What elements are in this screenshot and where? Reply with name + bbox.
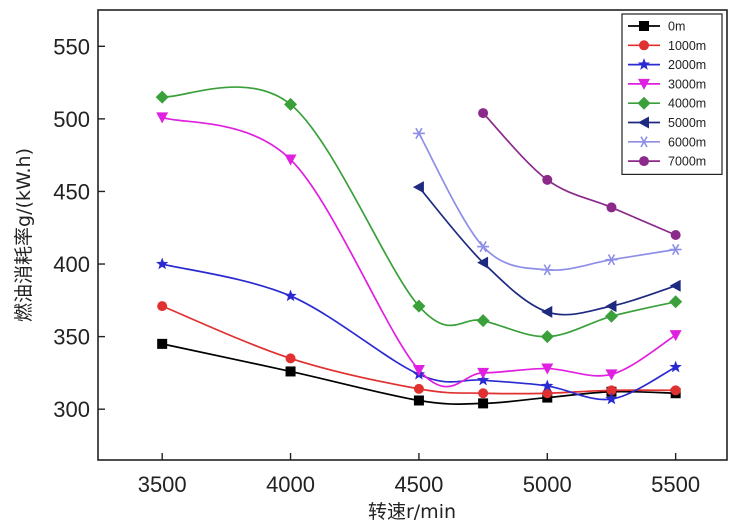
series-line-3000m: [161, 116, 677, 388]
y-tick-label: 550: [53, 34, 90, 59]
data-point-3000m: [541, 363, 554, 375]
data-point-3000m: [156, 112, 169, 124]
data-point-2000m: [669, 360, 682, 373]
data-point-2000m: [284, 289, 297, 302]
data-point-7000m: [606, 202, 617, 213]
y-tick-label: 300: [53, 397, 90, 422]
y-tick-label: 450: [53, 179, 90, 204]
legend-marker: [638, 136, 650, 148]
data-point-2000m: [156, 257, 169, 270]
legend-entry: 5000m: [628, 116, 706, 130]
legend-entry: 0m: [628, 20, 685, 34]
data-point-0m: [285, 366, 296, 377]
data-point-1000m: [285, 353, 296, 364]
series-line-1000m: [161, 305, 676, 395]
data-point-6000m: [477, 241, 490, 253]
data-point-4000m: [412, 299, 426, 313]
data-point-1000m: [413, 383, 424, 394]
legend-marker: [639, 156, 649, 167]
data-point-3000m: [605, 369, 618, 381]
data-point-4000m: [669, 295, 683, 309]
y-tick-label: 350: [53, 325, 90, 350]
y-tick-label: 400: [53, 252, 90, 277]
data-point-5000m: [669, 279, 681, 292]
legend-marker: [638, 116, 649, 129]
x-tick-label: 3500: [138, 472, 187, 497]
x-tick-label: 4000: [266, 472, 315, 497]
data-point-3000m: [412, 365, 425, 376]
data-point-6000m: [541, 264, 554, 276]
legend-label: 6000m: [668, 135, 706, 149]
legend-entry: 2000m: [628, 58, 706, 72]
legend-label: 3000m: [668, 77, 706, 91]
data-point-5000m: [605, 300, 617, 313]
legend-label: 7000m: [668, 155, 706, 169]
data-point-2000m: [605, 392, 618, 405]
x-axis-title: 转速r/min: [368, 501, 456, 523]
asterisk-stroke: [415, 127, 423, 139]
legend-marker: [637, 96, 651, 110]
legend-marker: [639, 40, 649, 51]
legend-entry: 4000m: [628, 96, 706, 111]
data-point-1000m: [157, 301, 168, 312]
data-point-5000m: [412, 181, 424, 194]
series-markers: [155, 90, 683, 409]
x-tick-label: 5500: [651, 472, 700, 497]
legend-marker: [638, 78, 650, 90]
legend-label: 0m: [668, 20, 685, 34]
data-point-6000m: [605, 254, 618, 266]
legend-entry: 6000m: [628, 135, 706, 149]
legend-box: [621, 13, 723, 175]
data-point-7000m: [670, 230, 681, 240]
legend-entry: 3000m: [628, 77, 706, 91]
asterisk-stroke: [479, 241, 487, 253]
legend-label: 1000m: [668, 39, 706, 53]
data-point-3000m: [477, 367, 490, 379]
legend-entry: 1000m: [628, 39, 706, 53]
data-point-4000m: [540, 330, 554, 344]
data-point-0m: [413, 395, 424, 406]
legend-marker: [639, 21, 649, 31]
legend-label: 2000m: [668, 58, 706, 72]
data-point-2000m: [476, 373, 490, 386]
data-point-7000m: [542, 174, 553, 185]
data-point-4000m: [155, 90, 169, 104]
y-axis-title: 燃油消耗率g/(kW.h): [13, 148, 35, 322]
legend-label: 4000m: [668, 97, 706, 111]
axes: 3500 4000 4500 5000 5500 300 350 400 450 500 550: [53, 34, 700, 497]
data-point-2000m: [541, 379, 554, 392]
data-point-6000m: [412, 127, 425, 139]
data-point-5000m: [541, 305, 553, 318]
series-line-7000m: [482, 112, 676, 236]
data-point-3000m: [669, 330, 682, 342]
asterisk-stroke: [671, 243, 680, 256]
data-point-1000m: [542, 388, 553, 399]
data-point-0m: [157, 338, 168, 349]
y-tick-label: 500: [53, 107, 90, 132]
data-point-1000m: [670, 385, 681, 396]
legend: 0m 1000m 2000m 3000m 4000m 5000m 6000m 7000m: [621, 13, 723, 175]
legend-marker: [637, 58, 651, 70]
data-point-3000m: [284, 154, 297, 166]
data-point-1000m: [606, 385, 617, 396]
x-tick-label: 5000: [523, 472, 572, 497]
x-tick-label: 4500: [394, 472, 443, 497]
series-line-2000m: [161, 263, 677, 401]
asterisk-stroke: [607, 254, 616, 266]
data-point-7000m: [478, 108, 489, 119]
legend-entry: 7000m: [628, 155, 706, 169]
data-point-4000m: [476, 314, 490, 328]
series-line-4000m: [162, 86, 676, 338]
data-point-4000m: [284, 97, 298, 111]
asterisk-stroke: [543, 264, 551, 276]
data-point-1000m: [478, 388, 489, 399]
data-point-5000m: [477, 256, 489, 269]
legend-label: 5000m: [668, 116, 706, 130]
data-point-4000m: [604, 309, 618, 323]
asterisk-stroke: [640, 136, 648, 148]
data-point-6000m: [669, 243, 682, 256]
plot-frame: [97, 9, 728, 461]
data-point-0m: [478, 398, 489, 409]
